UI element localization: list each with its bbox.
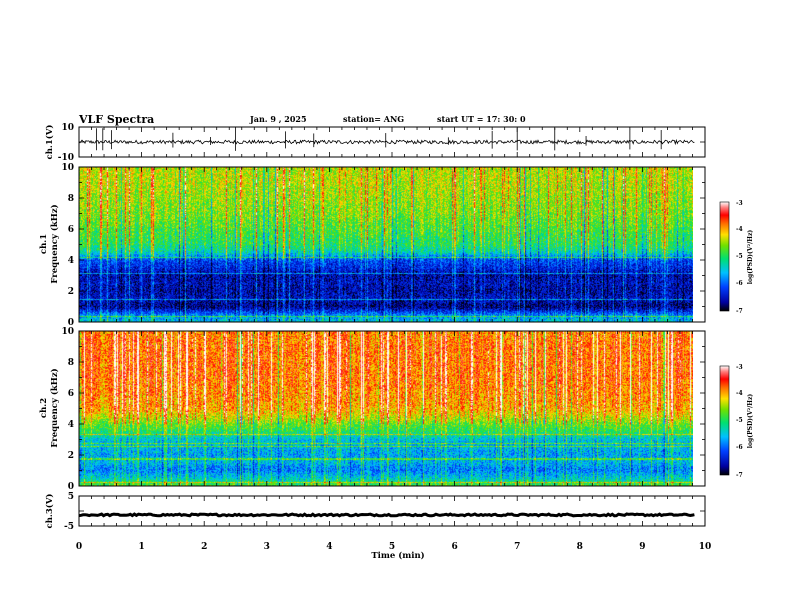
station-label: station= ANG bbox=[343, 114, 404, 124]
x-tick-label: 3 bbox=[264, 542, 270, 552]
x-tick-label: 8 bbox=[577, 542, 583, 552]
ch2-spectrogram-yticks: 0 2 4 6 8 10 bbox=[61, 327, 74, 492]
ch2-cb-tick-m7: -7 bbox=[736, 472, 743, 479]
x-tick-label: 1 bbox=[138, 542, 144, 552]
ch2-cb-tick-m5: -5 bbox=[736, 417, 743, 424]
ch1-spec-ytick-4: 4 bbox=[68, 256, 74, 266]
ch3-ytick-bottom: -5 bbox=[64, 522, 74, 532]
x-tick-labels: 0 1 2 3 4 5 6 7 8 9 10 bbox=[76, 542, 711, 552]
ch1-colorbar-label: log(PSD)(V²/Hz) bbox=[747, 230, 754, 285]
ch1-cb-tick-m7: -7 bbox=[736, 308, 743, 315]
ch1-colorbar-gradient bbox=[719, 201, 730, 312]
x-tick-label: 2 bbox=[201, 542, 207, 552]
start-time-label: start UT = 17: 30: 0 bbox=[437, 114, 526, 124]
x-tick-label: 10 bbox=[699, 542, 712, 552]
x-tick-label: 7 bbox=[514, 542, 520, 552]
ch1-spec-ytick-8: 8 bbox=[68, 194, 74, 204]
ch2-spec-ytick-8: 8 bbox=[68, 358, 74, 368]
ch2-colorbar-gradient bbox=[719, 365, 730, 476]
ch2-spec-ytick-0: 0 bbox=[68, 482, 74, 492]
ch1-spectrogram-panel: 0 2 4 6 8 10 ch.1 Frequency (kHz) bbox=[39, 163, 706, 328]
ch2-spectrogram-panel: 0 2 4 6 8 10 ch.2 Frequency (kHz) bbox=[39, 327, 706, 492]
x-tick-label: 6 bbox=[451, 542, 457, 552]
ch1-spec-ytick-10: 10 bbox=[61, 163, 74, 173]
x-tick-label: 4 bbox=[326, 542, 332, 552]
ch1-spec-ytick-6: 6 bbox=[68, 225, 74, 235]
x-tick-label: 0 bbox=[76, 542, 82, 552]
ch1-spectrogram-yticks: 0 2 4 6 8 10 bbox=[61, 163, 74, 328]
ch3-waveform-line bbox=[78, 512, 695, 518]
ch2-spec-ylabel-channel: ch.2 bbox=[39, 398, 49, 418]
x-tick-label: 9 bbox=[639, 542, 645, 552]
ch1-cb-tick-m6: -6 bbox=[736, 280, 743, 287]
ch1-spec-ytick-2: 2 bbox=[68, 287, 74, 297]
ch2-cb-tick-m3: -3 bbox=[736, 364, 743, 371]
ch2-spec-ytick-6: 6 bbox=[68, 389, 74, 399]
ch1-waveform-line bbox=[78, 138, 695, 146]
ch1-ylabel: ch.1(V) bbox=[44, 125, 55, 160]
ch2-spectrogram-plot bbox=[79, 331, 693, 486]
ch2-spec-ylabel-frequency: Frequency (kHz) bbox=[49, 368, 60, 447]
ch1-spec-ylabel-channel: ch.1 bbox=[39, 234, 49, 254]
x-axis-label: Time (min) bbox=[371, 550, 424, 561]
ch2-cb-tick-m6: -6 bbox=[736, 444, 743, 451]
ch1-cb-tick-m5: -5 bbox=[736, 253, 743, 260]
ch3-ytick-top: 5 bbox=[68, 492, 74, 502]
figure-title: VLF Spectra bbox=[78, 113, 154, 126]
date-label: Jan. 9 , 2025 bbox=[249, 114, 307, 124]
ch3-ylabel: ch.3(V) bbox=[44, 494, 55, 529]
ch1-spectrogram-plot bbox=[79, 167, 693, 322]
ch1-spectrogram-image bbox=[79, 167, 693, 322]
ch1-waveform-panel: 10 -10 ch.1(V) bbox=[44, 123, 706, 163]
ch1-cb-tick-m4: -4 bbox=[736, 226, 743, 233]
ch2-spec-ytick-2: 2 bbox=[68, 451, 74, 461]
x-tick-label: 5 bbox=[389, 542, 395, 552]
ch2-colorbar-label: log(PSD)(V²/Hz) bbox=[747, 394, 754, 449]
ch3-waveform-panel: 5 -5 ch.3(V) bbox=[44, 492, 706, 532]
ch1-spec-ylabel-frequency: Frequency (kHz) bbox=[49, 204, 60, 283]
axis-ticks bbox=[78, 126, 706, 527]
ch1-spec-ytick-0: 0 bbox=[68, 318, 74, 328]
ch2-spec-ytick-4: 4 bbox=[68, 420, 74, 430]
ch1-ytick-bottom: -10 bbox=[58, 153, 74, 163]
ch1-ytick-top: 10 bbox=[61, 123, 74, 133]
ch1-cb-tick-m3: -3 bbox=[736, 200, 743, 207]
ch2-cb-tick-m4: -4 bbox=[736, 390, 743, 397]
ch2-spectrogram-image bbox=[79, 331, 693, 486]
ch2-spec-ytick-10: 10 bbox=[61, 327, 74, 337]
ch1-colorbar: -3 -4 -5 -6 -7 log(PSD)(V²/Hz) bbox=[719, 200, 754, 315]
ch2-colorbar: -3 -4 -5 -6 -7 log(PSD)(V²/Hz) bbox=[719, 364, 754, 479]
